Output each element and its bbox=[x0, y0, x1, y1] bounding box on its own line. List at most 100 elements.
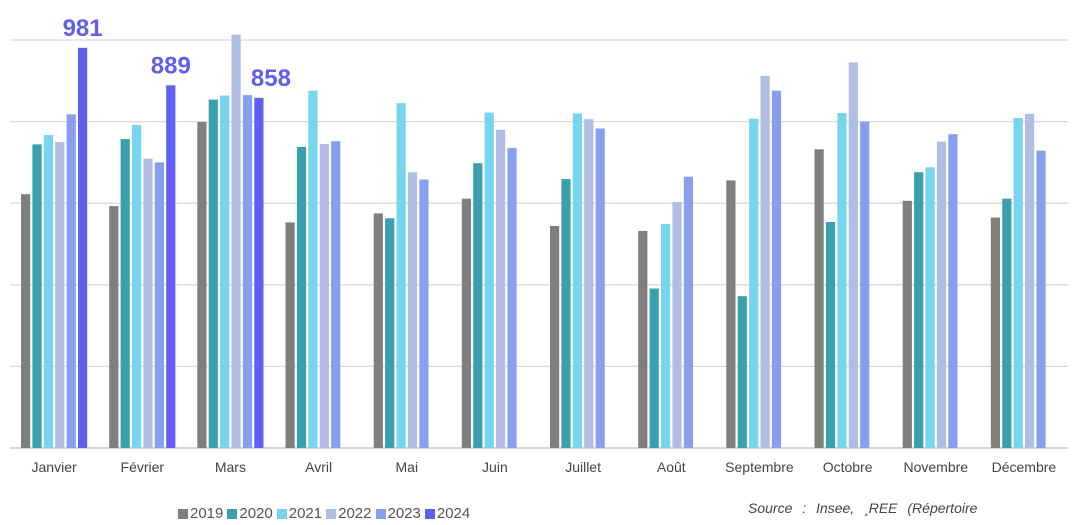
bar-2019-Janvier bbox=[21, 194, 31, 448]
bar-2023-Avril bbox=[331, 141, 341, 448]
legend-swatch bbox=[375, 508, 386, 519]
bar-2023-Août bbox=[683, 176, 693, 448]
bar-2020-Février bbox=[120, 139, 130, 448]
bar-2022-Juin bbox=[496, 129, 506, 449]
bar-2023-Mars bbox=[242, 95, 253, 448]
bar-2019-Novembre bbox=[902, 200, 912, 448]
bar-2020-Juin bbox=[473, 163, 483, 448]
legend-label: 2019 bbox=[190, 505, 224, 522]
bar-2023-Juillet bbox=[595, 128, 605, 448]
legend-swatch bbox=[424, 508, 435, 519]
legend-item-2022: 2022 bbox=[326, 505, 372, 522]
bar-2022-Septembre bbox=[760, 75, 770, 449]
bar-2020-Décembre bbox=[1002, 198, 1012, 448]
bar-2021-Mars bbox=[220, 95, 230, 448]
bar-2023-Octobre bbox=[860, 121, 870, 448]
bar-2023-Juin bbox=[507, 148, 517, 448]
x-tick-label: Mars bbox=[215, 459, 246, 475]
bar-2022-Juillet bbox=[584, 119, 594, 448]
bar-2024-Janvier bbox=[78, 47, 88, 449]
bar-2021-Novembre bbox=[925, 167, 935, 449]
data-label-Mars: 858 bbox=[251, 65, 291, 92]
bar-2024-Février bbox=[166, 85, 176, 449]
bar-2022-Novembre bbox=[936, 141, 947, 448]
bar-2022-Octobre bbox=[848, 62, 858, 449]
bar-2021-Janvier bbox=[43, 135, 53, 448]
bar-2019-Avril bbox=[285, 222, 295, 448]
x-tick-label: Octobre bbox=[823, 459, 873, 475]
bar-2024-Mars bbox=[254, 97, 264, 449]
legend-label: 2023 bbox=[387, 505, 421, 522]
bar-2021-Juillet bbox=[572, 113, 582, 449]
bar-2019-Août bbox=[638, 230, 648, 448]
x-axis-labels: Janvier Février Mars Avril Mai Juin Juillet Aoû… bbox=[32, 459, 1057, 475]
bar-2020-Janvier bbox=[32, 144, 42, 448]
gridlines bbox=[10, 39, 1068, 449]
bar-2021-Septembre bbox=[749, 118, 759, 448]
x-tick-label: Août bbox=[657, 459, 686, 475]
legend-item-2024: 2024 bbox=[424, 505, 471, 522]
x-tick-label: Juin bbox=[482, 459, 508, 475]
bar-2021-Octobre bbox=[837, 113, 847, 448]
legend-item-2023: 2023 bbox=[375, 505, 421, 522]
bar-2020-Novembre bbox=[914, 172, 924, 448]
bar-2020-Avril bbox=[296, 146, 307, 448]
x-tick-label: Mai bbox=[396, 459, 419, 475]
data-label-Février: 889 bbox=[151, 52, 191, 79]
legend-label: 2024 bbox=[436, 505, 471, 522]
legend-item-2021: 2021 bbox=[276, 505, 323, 522]
bar-2022-Août bbox=[672, 202, 682, 448]
bar-2019-Juin bbox=[461, 198, 471, 448]
legend-swatch bbox=[326, 508, 337, 519]
bar-2022-Mai bbox=[407, 172, 418, 448]
bar-2023-Février bbox=[154, 162, 164, 448]
legend-swatch bbox=[227, 508, 238, 519]
bar-2021-Août bbox=[661, 224, 671, 448]
bar-2019-Juillet bbox=[550, 226, 560, 448]
bar-2022-Avril bbox=[319, 144, 329, 448]
bar-2020-Mars bbox=[208, 99, 218, 448]
bar-2022-Février bbox=[143, 158, 153, 448]
x-tick-label: Septembre bbox=[725, 459, 794, 475]
x-tick-label: Avril bbox=[305, 459, 332, 475]
bar-2021-Juin bbox=[484, 112, 494, 448]
bar-2022-Mars bbox=[231, 34, 241, 448]
bar-2021-Mai bbox=[396, 103, 406, 448]
x-tick-label: Juillet bbox=[565, 459, 601, 475]
bar-2023-Janvier bbox=[66, 114, 76, 449]
legend-label: 2022 bbox=[338, 505, 372, 522]
annotations: 981 889 858 bbox=[63, 15, 291, 92]
legend-item-2019: 2019 bbox=[178, 505, 223, 522]
legend: 2019 2020 2021 2022 2023 2024 bbox=[178, 505, 474, 522]
bar-2019-Mai bbox=[373, 213, 383, 448]
bar-2023-Mai bbox=[419, 179, 429, 448]
bars bbox=[21, 34, 1046, 449]
bar-2020-Octobre bbox=[825, 222, 836, 448]
legend-label: 2020 bbox=[239, 505, 273, 522]
x-tick-label: Décembre bbox=[992, 459, 1057, 475]
bar-2020-Mai bbox=[385, 218, 395, 448]
bar-2020-Septembre bbox=[737, 296, 747, 448]
x-tick-label: Novembre bbox=[904, 459, 969, 475]
bar-2020-Août bbox=[649, 288, 659, 448]
bar-2019-Février bbox=[109, 206, 119, 448]
bar-2021-Avril bbox=[308, 90, 318, 448]
bar-2023-Septembre bbox=[771, 90, 782, 448]
bar-2023-Novembre bbox=[948, 134, 958, 448]
x-tick-label: Janvier bbox=[32, 459, 77, 475]
legend-swatch bbox=[276, 508, 287, 519]
bar-2019-Septembre bbox=[726, 180, 736, 448]
bar-2021-Décembre bbox=[1013, 117, 1023, 449]
bar-2022-Décembre bbox=[1025, 113, 1035, 449]
legend-label: 2021 bbox=[288, 505, 323, 522]
bar-2020-Juillet bbox=[561, 179, 571, 448]
legend-swatch bbox=[178, 508, 188, 519]
bar-2022-Janvier bbox=[55, 142, 65, 448]
legend-item-2020: 2020 bbox=[227, 505, 273, 522]
bar-2021-Février bbox=[132, 124, 142, 449]
bar-2019-Décembre bbox=[990, 217, 1000, 448]
bar-2019-Octobre bbox=[814, 149, 824, 449]
bar-2023-Décembre bbox=[1036, 150, 1046, 448]
x-tick-label: Février bbox=[121, 459, 165, 475]
